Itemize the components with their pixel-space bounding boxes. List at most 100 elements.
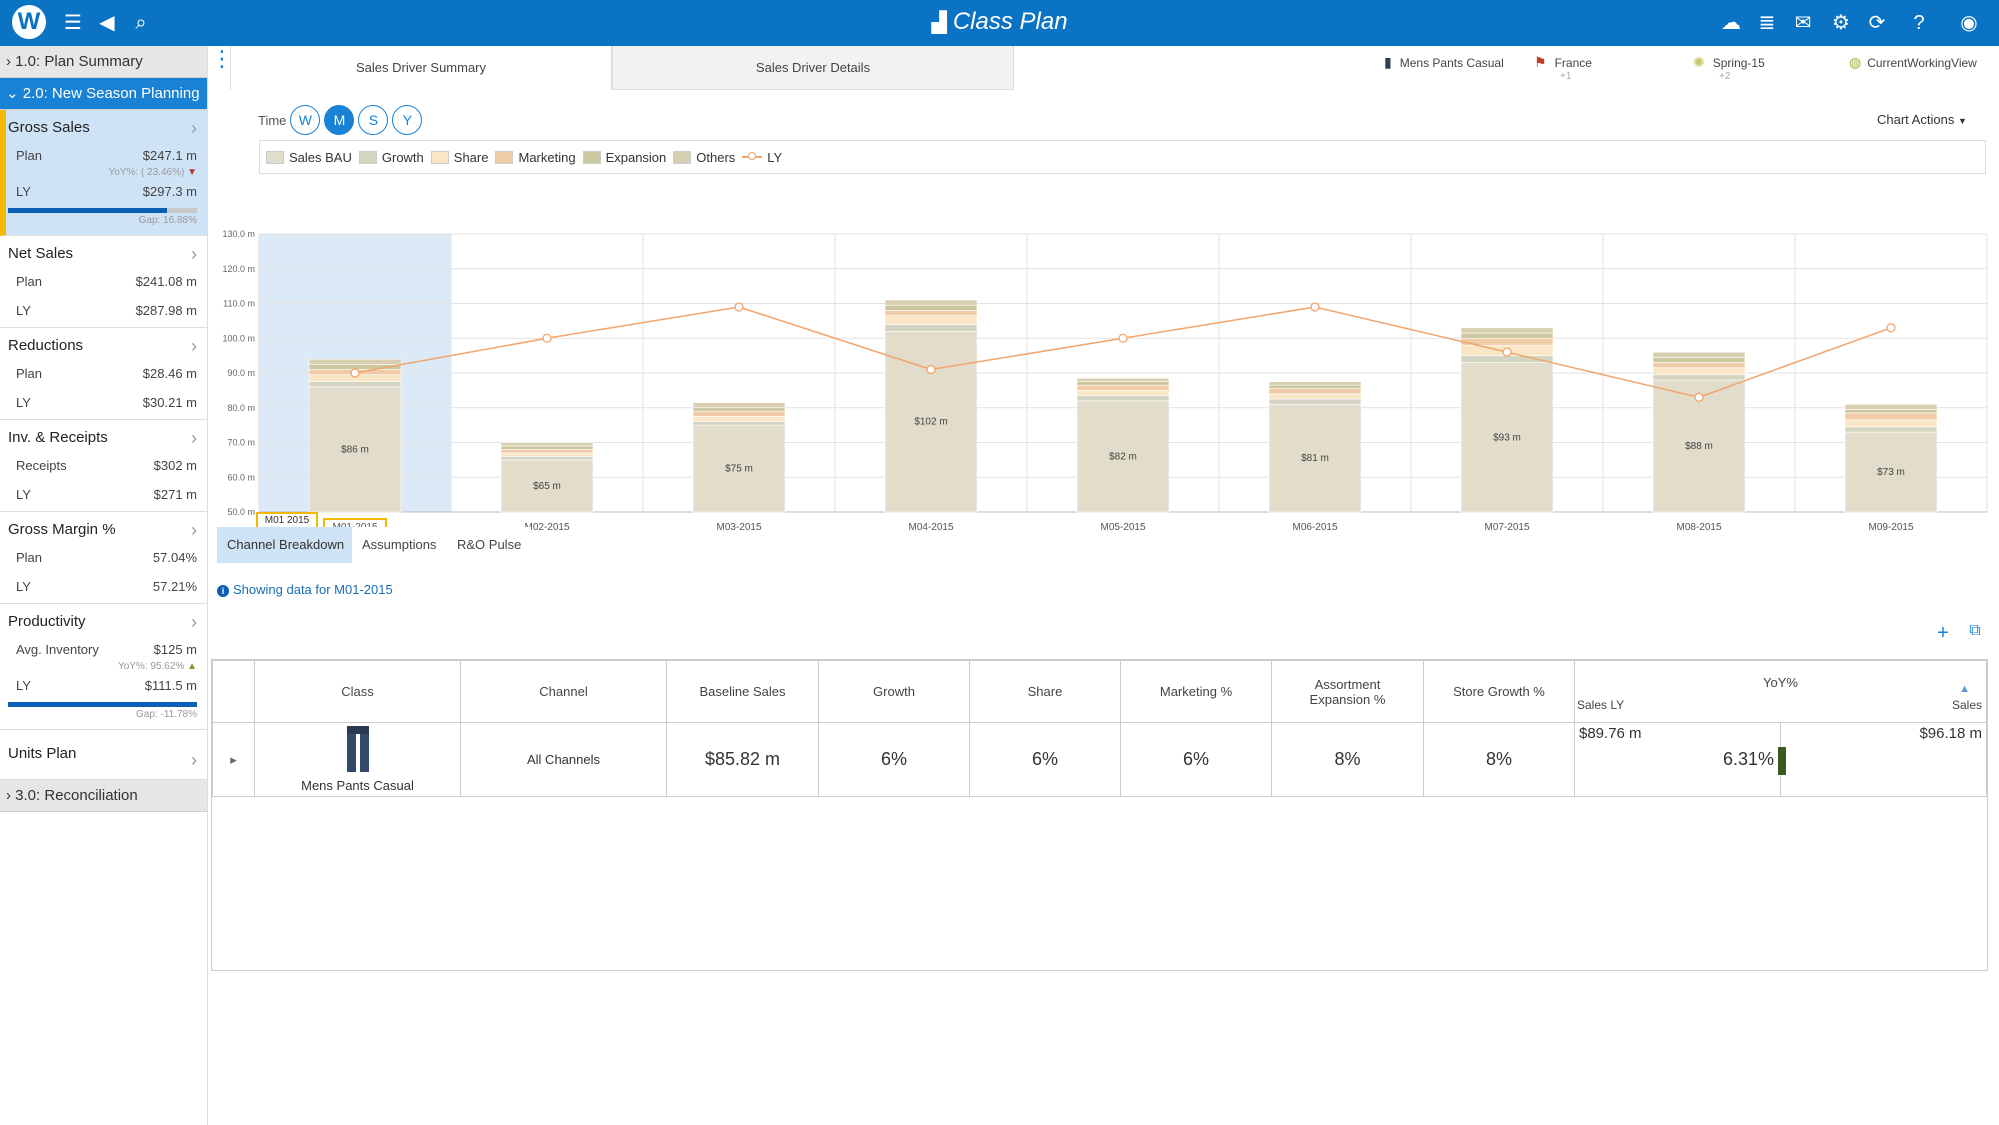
metric-net-sales[interactable]: Net Sales › Plan $241.08 m LY $287.98 m bbox=[0, 236, 207, 328]
ly-point bbox=[350, 368, 360, 378]
yoy-cell: $89.76 m 6.31% bbox=[1574, 722, 1786, 797]
time-week-button[interactable]: W bbox=[290, 105, 321, 135]
legend-swatch bbox=[358, 150, 377, 164]
legend-swatch bbox=[582, 150, 601, 164]
section-plan-summary[interactable]: › 1.0: Plan Summary bbox=[0, 46, 207, 78]
chevron-right-icon: › bbox=[191, 244, 197, 264]
metric-units-plan[interactable]: Units Plan › bbox=[0, 730, 207, 780]
context-country[interactable]: ⚑ France +1 bbox=[1534, 54, 1592, 82]
column-share[interactable]: Share bbox=[969, 660, 1121, 723]
context-view[interactable]: ◍ CurrentWorkingView bbox=[1849, 54, 1977, 70]
column-store-growth[interactable]: Store Growth % bbox=[1423, 660, 1575, 723]
tab-sales-driver-summary[interactable]: Sales Driver Summary bbox=[230, 46, 612, 90]
store-growth-cell[interactable]: 8% bbox=[1423, 722, 1575, 797]
app-logo[interactable]: W bbox=[12, 5, 46, 39]
bar-segment bbox=[692, 421, 786, 426]
bar-segment bbox=[1652, 367, 1746, 376]
bar-label: $65 m bbox=[533, 481, 561, 492]
section-new-season-planning[interactable]: ⌄ 2.0: New Season Planning bbox=[0, 78, 207, 110]
expansion-cell[interactable]: 8% bbox=[1271, 722, 1424, 797]
x-tick-label: M03-2015 bbox=[716, 522, 761, 533]
bar-label: $88 m bbox=[1685, 441, 1713, 452]
sidebar: › 1.0: Plan Summary ⌄ 2.0: New Season Pl… bbox=[0, 46, 208, 1125]
y-tick-label: 90.0 m bbox=[227, 368, 255, 378]
metric-gross-margin[interactable]: Gross Margin % › Plan 57.04% LY 57.21% bbox=[0, 512, 207, 604]
back-icon[interactable]: ◀ bbox=[99, 12, 115, 34]
legend-swatch bbox=[495, 150, 514, 164]
help-icon[interactable]: ? bbox=[1913, 12, 1925, 34]
add-icon[interactable]: + bbox=[1937, 622, 1949, 644]
list-icon[interactable]: ≣ bbox=[1758, 12, 1776, 34]
time-season-button[interactable]: S bbox=[358, 105, 389, 135]
bar-segment bbox=[884, 324, 978, 332]
bar-segment bbox=[1652, 351, 1746, 358]
column-yoy[interactable]: YoY% Sales LY Sales ▲ bbox=[1574, 660, 1987, 723]
section-reconciliation[interactable]: › 3.0: Reconciliation bbox=[0, 780, 207, 812]
bar-segment bbox=[500, 449, 594, 454]
metric-gross-sales[interactable]: Gross Sales › Plan $247.1 m YoY%: ( 23.46%… bbox=[0, 110, 207, 236]
bar-segment bbox=[1844, 403, 1938, 410]
chevron-right-icon: › bbox=[191, 118, 197, 138]
tab-sales-driver-details[interactable]: Sales Driver Details bbox=[612, 46, 1014, 90]
search-icon[interactable]: ⌕ bbox=[135, 12, 147, 34]
bar-segment bbox=[1268, 398, 1362, 405]
legend-item[interactable]: Sales BAU bbox=[266, 150, 352, 165]
row-expand-icon[interactable]: ▸ bbox=[212, 722, 255, 797]
baseline-cell[interactable]: $85.82 m bbox=[666, 722, 819, 797]
legend-item[interactable]: Others bbox=[673, 150, 735, 165]
info-icon: i bbox=[217, 585, 229, 597]
bar-segment bbox=[1268, 381, 1362, 386]
column-marketing[interactable]: Marketing % bbox=[1120, 660, 1272, 723]
column-channel[interactable]: Channel bbox=[460, 660, 667, 723]
context-season[interactable]: ✺ Spring-15 +2 bbox=[1693, 54, 1765, 82]
gear-icon[interactable]: ⚙ bbox=[1832, 12, 1850, 34]
refresh-icon[interactable]: ⟳ bbox=[1868, 12, 1886, 34]
ly-point bbox=[1886, 323, 1896, 333]
legend-item[interactable]: Marketing bbox=[495, 150, 576, 165]
tab-ro-pulse[interactable]: R&O Pulse bbox=[447, 527, 532, 563]
user-icon[interactable]: ◉ bbox=[1960, 12, 1978, 34]
y-tick-label: 70.0 m bbox=[227, 438, 255, 448]
metric-inv-receipts[interactable]: Inv. & Receipts › Receipts $302 m LY $271 m bbox=[0, 420, 207, 512]
time-month-button[interactable]: M bbox=[324, 105, 355, 135]
column-class[interactable]: Class bbox=[254, 660, 461, 723]
context-product[interactable]: ▮ Mens Pants Casual bbox=[1384, 54, 1504, 70]
time-year-button[interactable]: Y bbox=[392, 105, 423, 135]
copy-icon[interactable]: ⧉ bbox=[1969, 622, 1981, 639]
legend-swatch bbox=[742, 152, 763, 160]
bar-label: $75 m bbox=[725, 464, 753, 475]
bar-segment bbox=[308, 358, 402, 365]
y-tick-label: 110.0 m bbox=[223, 299, 255, 309]
down-arrow-icon: ▼ bbox=[187, 167, 197, 178]
column-growth[interactable]: Growth bbox=[818, 660, 970, 723]
sales-driver-chart: 50.0 m 60.0 m 70.0 m 80.0 m 90.0 m 100.0 m 110… bbox=[222, 229, 1988, 536]
column-baseline-sales[interactable]: Baseline Sales bbox=[666, 660, 819, 723]
legend-item[interactable]: Growth bbox=[358, 150, 424, 165]
menu-icon[interactable]: ☰ bbox=[64, 12, 82, 34]
chart-actions-dropdown[interactable]: Chart Actions ▼ bbox=[1877, 112, 1967, 127]
top-bar: W ☰ ◀ ⌕ ▟ Class Plan ☁ ≣ ✉ ⚙ ⟳ ? ◉ bbox=[0, 0, 1999, 46]
bar-segment bbox=[1268, 384, 1362, 389]
legend-item[interactable]: LY bbox=[742, 150, 782, 165]
tab-channel-breakdown[interactable]: Channel Breakdown bbox=[217, 527, 355, 563]
metric-reductions[interactable]: Reductions › Plan $28.46 m LY $30.21 m bbox=[0, 328, 207, 420]
chevron-right-icon: › bbox=[191, 428, 197, 448]
main-content: ⋮ Sales Driver Summary Sales Driver Deta… bbox=[209, 46, 1999, 1125]
bar-segment bbox=[1076, 381, 1170, 386]
column-assortment-expansion[interactable]: Assortment Expansion % bbox=[1271, 660, 1424, 723]
metric-productivity[interactable]: Productivity › Avg. Inventory $125 m YoY%:… bbox=[0, 604, 207, 730]
marketing-cell[interactable]: 6% bbox=[1120, 722, 1272, 797]
tab-assumptions[interactable]: Assumptions bbox=[352, 527, 447, 563]
legend-item[interactable]: Share bbox=[430, 150, 488, 165]
growth-cell[interactable]: 6% bbox=[818, 722, 970, 797]
ly-point bbox=[734, 302, 744, 312]
bar-segment bbox=[1652, 362, 1746, 369]
table-row[interactable]: ▸ Mens Pants Casual All Channels $85.82 … bbox=[212, 722, 1987, 797]
bar-segment bbox=[692, 416, 786, 422]
chat-icon[interactable]: ✉ bbox=[1794, 12, 1812, 34]
sort-icon[interactable]: ▲ bbox=[1959, 683, 1970, 695]
share-cell[interactable]: 6% bbox=[969, 722, 1121, 797]
kebab-menu-icon[interactable]: ⋮ bbox=[211, 46, 233, 71]
legend-item[interactable]: Expansion bbox=[582, 150, 666, 165]
cloud-icon[interactable]: ☁ bbox=[1721, 12, 1741, 34]
